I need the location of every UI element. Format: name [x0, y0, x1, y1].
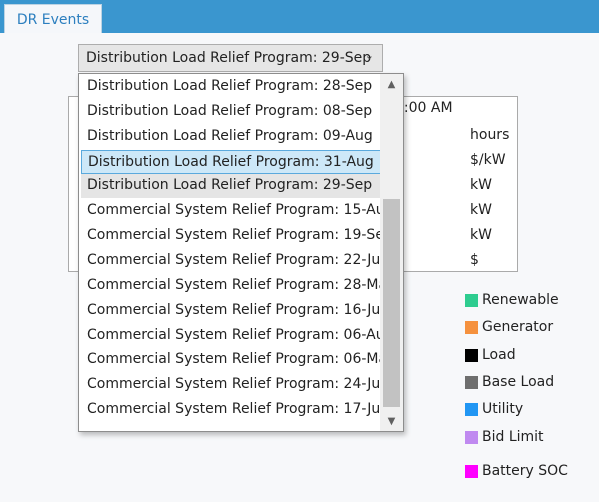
legend-item: Battery SOC	[465, 462, 568, 480]
legend-item: Utility	[465, 400, 523, 418]
dropdown-option[interactable]: Distribution Load Relief Program: 29-Sep	[81, 174, 382, 199]
unit-hours: hours	[470, 127, 510, 143]
legend-label: Generator	[482, 319, 554, 335]
legend-item: Load	[465, 346, 516, 364]
legend-label: Bid Limit	[482, 429, 544, 445]
dropdown-option[interactable]: Commercial System Relief Program: 19-Sep	[87, 227, 393, 244]
unit-kw: kW	[470, 227, 492, 243]
dropdown-scrollbar[interactable]: ▲ ▼	[380, 74, 403, 431]
unit-dollar: $	[470, 252, 479, 268]
event-time: 7:00 AM	[395, 100, 453, 116]
legend-label: Base Load	[482, 374, 555, 390]
unit-kw: kW	[470, 202, 492, 218]
dropdown-option[interactable]: Commercial System Relief Program: 15-Aug	[87, 202, 394, 219]
scroll-down-icon[interactable]: ▼	[387, 415, 396, 427]
dropdown-option[interactable]: Commercial System Relief Program: 17-Jul	[87, 401, 385, 418]
dropdown-option[interactable]: Distribution Load Relief Program: 28-Sep	[87, 78, 373, 94]
unit-kw: kW	[470, 177, 492, 193]
legend-label: Renewable	[482, 292, 559, 308]
event-dropdown-list[interactable]: Distribution Load Relief Program: 28-Sep…	[78, 73, 404, 432]
dropdown-option[interactable]: Commercial System Relief Program: 16-Jun	[87, 301, 390, 318]
dropdown-option[interactable]: Commercial System Relief Program: 28-May	[87, 276, 396, 293]
scroll-up-icon[interactable]: ▲	[387, 78, 396, 90]
legend-item: Renewable	[465, 291, 559, 309]
tab-label: DR Events	[16, 11, 90, 28]
legend-swatch	[465, 293, 478, 307]
event-select[interactable]: Distribution Load Relief Program: 29-Sep…	[78, 44, 383, 72]
legend-swatch	[465, 320, 478, 334]
tab-dr-events[interactable]: DR Events	[4, 4, 102, 34]
dropdown-option[interactable]: Distribution Load Relief Program: 08-Sep	[87, 102, 373, 119]
dropdown-option[interactable]: Commercial System Relief Program: 24-Jun	[87, 376, 390, 393]
dropdown-option[interactable]: Commercial System Relief Program: 06-Aug	[87, 326, 394, 343]
legend-item: Base Load	[465, 373, 554, 391]
event-select-value: Distribution Load Relief Program: 29-Sep	[86, 50, 372, 66]
dropdown-option[interactable]: Commercial System Relief Program: 06-May	[87, 351, 396, 368]
top-tab-bar: DR Events	[0, 0, 599, 34]
dropdown-option[interactable]: Distribution Load Relief Program: 31-Aug	[81, 149, 382, 174]
legend-label: Utility	[482, 401, 524, 417]
dropdown-option[interactable]: Commercial System Relief Program: 22-Jul	[87, 251, 385, 268]
legend-label: Battery SOC	[482, 463, 568, 479]
legend-swatch	[465, 464, 478, 478]
scrollbar-thumb[interactable]	[383, 199, 400, 407]
legend-swatch	[465, 348, 478, 362]
legend-label: Load	[482, 347, 516, 363]
legend-swatch	[465, 402, 478, 416]
legend-swatch	[465, 375, 478, 389]
legend-swatch	[465, 430, 478, 444]
dropdown-option[interactable]: Distribution Load Relief Program: 09-Aug	[87, 127, 373, 144]
legend-item: Bid Limit	[465, 428, 544, 446]
legend-item: Generator	[465, 318, 553, 336]
chevron-down-icon[interactable]: ⌄	[364, 49, 374, 62]
unit-dollar-per-kw: $/kW	[470, 152, 506, 168]
